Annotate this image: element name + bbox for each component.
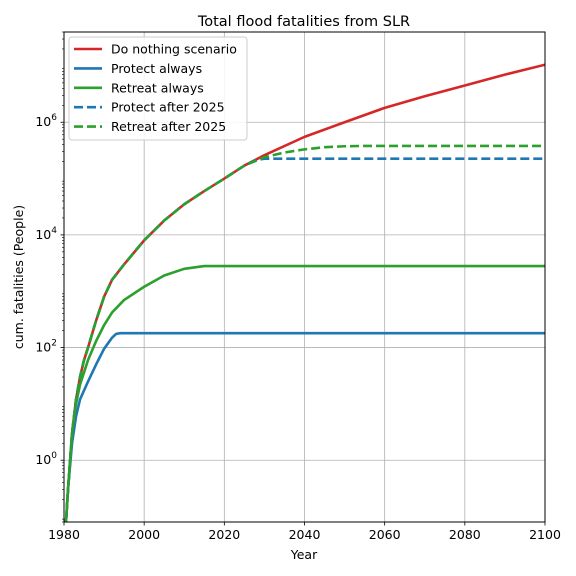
y-axis-label: cum. fatalities (People) [11,205,26,349]
chart-title: Total flood fatalities from SLR [197,14,410,30]
x-axis-label: Year [290,547,318,562]
legend-label: Protect after 2025 [111,100,225,115]
legend-label: Protect always [111,61,202,76]
legend-label: Do nothing scenario [111,42,237,57]
x-tick-label: 2020 [208,527,240,542]
legend-label: Retreat after 2025 [111,119,226,134]
x-tick-label: 2100 [529,527,561,542]
x-tick-label: 2080 [449,527,481,542]
legend: Do nothing scenario Protect always Retreat… [69,37,247,140]
legend-label: Retreat always [111,80,204,95]
x-tick-label: 2000 [128,527,160,542]
x-tick-label: 1980 [48,527,80,542]
x-tick-label: 2060 [369,527,401,542]
x-tick-label: 2040 [289,527,321,542]
